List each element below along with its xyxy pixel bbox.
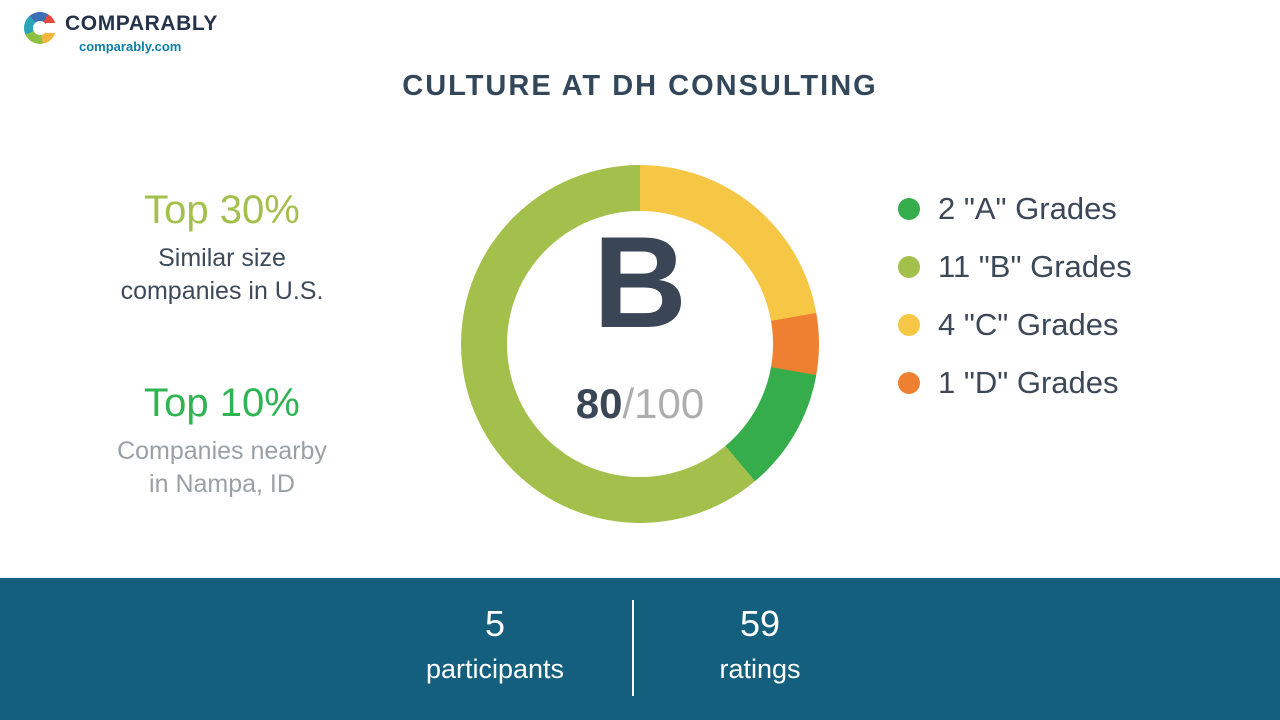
stats-footer: 5 participants 59 ratings [0,578,1280,720]
ratings-stat: 59 ratings [640,602,880,686]
legend-dot-d-icon [898,372,920,394]
rank-top30-headline: Top 30% [144,188,300,232]
brand-domain: comparably.com [79,39,182,54]
ratings-label: ratings [719,654,801,685]
score-value: 80 [575,380,623,427]
overall-score: 80/100 [575,380,705,427]
rank-similar-size: Top 30% Similar size companies in U.S. [77,186,367,307]
brand-name: COMPARABLY [65,12,219,35]
ratings-value: 59 [739,603,781,644]
legend-item-d-grades: 1 "D" Grades [898,365,1132,400]
brand-text: COMPARABLY comparably.com [65,12,218,54]
score-max: /100 [622,380,705,427]
legend-label-b: 11 "B" Grades [938,249,1132,284]
legend-dot-a-icon [898,198,920,220]
participants-stat: 5 participants [375,602,615,686]
page-title: CULTURE AT DH CONSULTING [402,70,878,102]
culture-grade-donut-chart: B 80/100 [461,165,819,523]
stats-divider [632,600,634,696]
legend-dot-b-icon [898,256,920,278]
participants-label: participants [425,654,565,685]
overall-grade-letter: B [593,209,687,355]
legend-label-c: 4 "C" Grades [938,307,1119,342]
legend-label-d: 1 "D" Grades [938,365,1119,400]
rank-top30-description: Similar size companies in U.S. [120,244,324,305]
grade-legend: 2 "A" Grades 11 "B" Grades 4 "C" Grades … [898,191,1132,400]
legend-item-a-grades: 2 "A" Grades [898,191,1132,226]
legend-label-a: 2 "A" Grades [938,191,1117,226]
comparably-logo-icon [24,12,57,44]
percentile-rankings: Top 30% Similar size companies in U.S. T… [77,186,367,500]
brand-header: COMPARABLY comparably.com [24,12,218,54]
donut-center: B 80/100 [507,211,773,477]
participants-value: 5 [484,603,506,644]
rank-top10-headline: Top 10% [144,381,300,425]
legend-dot-c-icon [898,314,920,336]
rank-top10-description: Companies nearby in Nampa, ID [117,437,327,498]
legend-item-c-grades: 4 "C" Grades [898,307,1132,342]
rank-nearby: Top 10% Companies nearby in Nampa, ID [77,379,367,500]
legend-item-b-grades: 11 "B" Grades [898,249,1132,284]
